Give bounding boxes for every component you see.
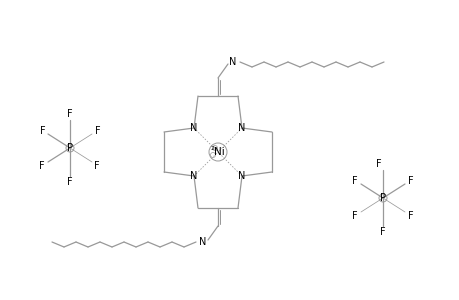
Text: N: N (238, 123, 245, 133)
Text: F: F (352, 176, 357, 186)
Text: F: F (67, 177, 73, 187)
Text: Ni: Ni (213, 147, 224, 157)
Text: P: P (67, 143, 73, 153)
Text: F: F (375, 159, 381, 169)
Text: N: N (238, 171, 245, 181)
Text: F: F (67, 109, 73, 119)
Text: F: F (379, 227, 385, 237)
Text: F: F (40, 126, 46, 136)
Text: F: F (95, 126, 101, 136)
Text: F: F (407, 211, 413, 221)
Text: F: F (352, 211, 357, 221)
Text: N: N (190, 171, 197, 181)
Text: F: F (407, 176, 413, 186)
Text: 2: 2 (211, 146, 214, 151)
Text: N: N (229, 57, 236, 67)
Text: P: P (379, 193, 385, 203)
Text: F: F (94, 161, 100, 171)
Text: F: F (39, 161, 45, 171)
Text: N: N (190, 123, 197, 133)
Text: N: N (199, 237, 206, 247)
